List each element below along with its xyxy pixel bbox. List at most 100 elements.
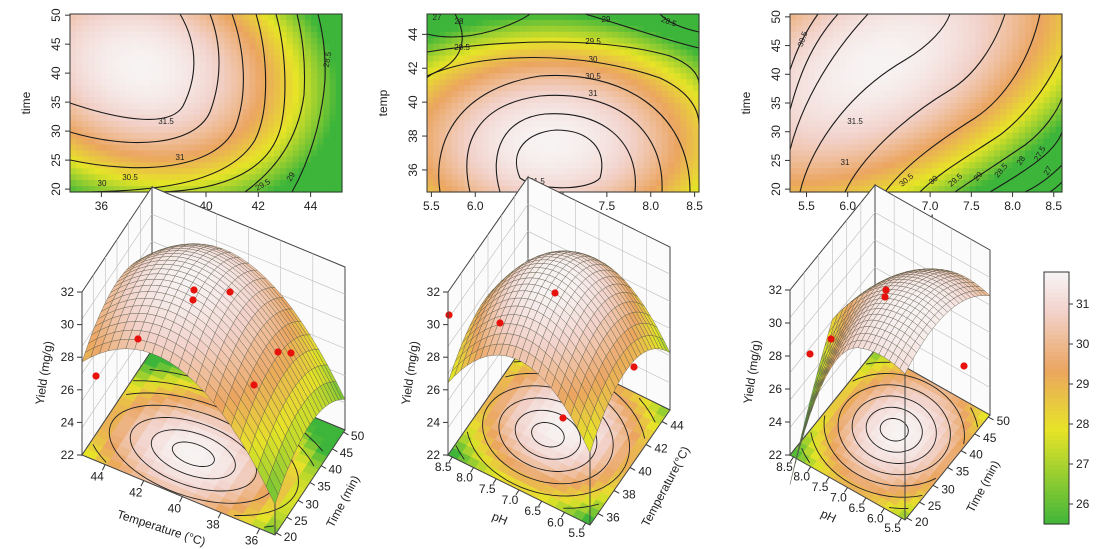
heatmap-cell [932, 49, 939, 57]
heatmap-cell [593, 31, 601, 39]
heatmap-cell [624, 25, 632, 33]
heatmap-cell [820, 144, 828, 152]
heatmap-cell [956, 37, 964, 45]
heatmap-cell [575, 186, 583, 193]
heatmap-cell [249, 61, 257, 68]
heatmap-cell [317, 126, 325, 134]
heatmap-cell [901, 162, 909, 169]
heatmap-cell [1031, 61, 1038, 68]
heatmap-cell [94, 55, 102, 63]
heatmap-cell [224, 108, 232, 116]
heatmap-cell [162, 79, 170, 86]
heatmap-cell [661, 79, 669, 86]
heatmap-cell [1031, 120, 1038, 128]
heatmap-cell [457, 162, 465, 169]
heatmap-cell [451, 61, 459, 68]
heatmap-cell [907, 180, 915, 187]
heatmap-cell [919, 55, 927, 63]
z-tick-label: 24 [61, 415, 75, 429]
heatmap-cell [858, 186, 865, 193]
heatmap-cell [1049, 162, 1057, 169]
heatmap-cell [606, 168, 614, 175]
heatmap-cell [70, 138, 77, 146]
heatmap-cell [870, 91, 878, 98]
heatmap-cell [507, 25, 515, 33]
heatmap-cell [100, 103, 108, 110]
heatmap-cell [1055, 31, 1063, 39]
heatmap-cell [427, 79, 434, 86]
heatmap-cell [969, 168, 977, 175]
heatmap-cell [587, 37, 595, 45]
heatmap-cell [556, 97, 564, 104]
heatmap-cell [1006, 37, 1014, 45]
heatmap-cell [550, 150, 558, 157]
heatmap-cell [532, 55, 539, 63]
heatmap-cell [470, 150, 478, 157]
heatmap-cell [888, 174, 896, 181]
heatmap-cell [796, 108, 803, 116]
heatmap-cell [280, 132, 287, 140]
heatmap-cell [464, 25, 471, 33]
heatmap-cell [845, 144, 853, 152]
heatmap-cell [255, 103, 263, 110]
heatmap-cell [994, 132, 1001, 140]
heatmap-cell [335, 67, 343, 74]
heatmap-cell [550, 162, 558, 169]
heatmap-cell [661, 55, 669, 63]
heatmap-cell [243, 91, 250, 98]
heatmap-cell [304, 180, 312, 187]
heatmap-cell [433, 25, 440, 33]
heatmap-cell [335, 14, 343, 21]
heatmap-cell [482, 174, 490, 181]
heatmap-cell [808, 144, 816, 152]
heatmap-cell [956, 19, 964, 27]
heatmap-cell [686, 156, 694, 163]
heatmap-cell [987, 156, 995, 163]
heatmap-cell [692, 55, 700, 63]
heatmap-cell [563, 138, 570, 146]
heatmap-cell [439, 14, 447, 21]
heatmap-cell [538, 138, 546, 146]
x-tick-label: 8.0 [1004, 199, 1021, 213]
heatmap-cell [839, 97, 847, 104]
heatmap-cell [994, 174, 1001, 181]
contour-label: 31.5 [158, 117, 174, 126]
heatmap-cell [236, 85, 244, 92]
heatmap-cell [827, 91, 834, 98]
heatmap-cell [193, 25, 201, 33]
heatmap-cell [1024, 73, 1032, 80]
heatmap-cell [451, 85, 459, 92]
heatmap-cell [814, 132, 822, 140]
heatmap-cell [975, 49, 983, 57]
heatmap-cell [987, 168, 995, 175]
heatmap-cell [138, 108, 145, 116]
heatmap-cell [895, 49, 902, 57]
heatmap-cell [292, 144, 300, 152]
heatmap-cell [100, 120, 108, 128]
y-tick-label: 40 [769, 67, 783, 81]
heatmap-cell [692, 91, 700, 98]
heatmap-cell [1006, 162, 1014, 169]
heatmap-cell [212, 19, 219, 27]
heatmap-cell [606, 97, 614, 104]
heatmap-cell [538, 156, 546, 163]
heatmap-cell [926, 186, 933, 193]
contour-label: 27 [433, 13, 442, 22]
heatmap-cell [963, 14, 970, 21]
heatmap-cell [255, 37, 263, 45]
heatmap-cell [612, 55, 620, 63]
y-tick-label: 45 [49, 37, 63, 51]
heatmap-cell [457, 126, 465, 134]
heatmap-cell [858, 14, 865, 21]
heatmap-cell [692, 79, 700, 86]
y-tick-mark [297, 499, 304, 504]
heatmap-cell [969, 108, 977, 116]
heatmap-cell [938, 156, 946, 163]
contour-line [1024, 164, 1063, 193]
heatmap-cell [649, 162, 657, 169]
heatmap-cell [938, 73, 946, 80]
heatmap-cell [944, 174, 952, 181]
heatmap-cell [138, 97, 145, 104]
heatmap-cell [162, 168, 170, 175]
heatmap-cell [932, 85, 939, 92]
